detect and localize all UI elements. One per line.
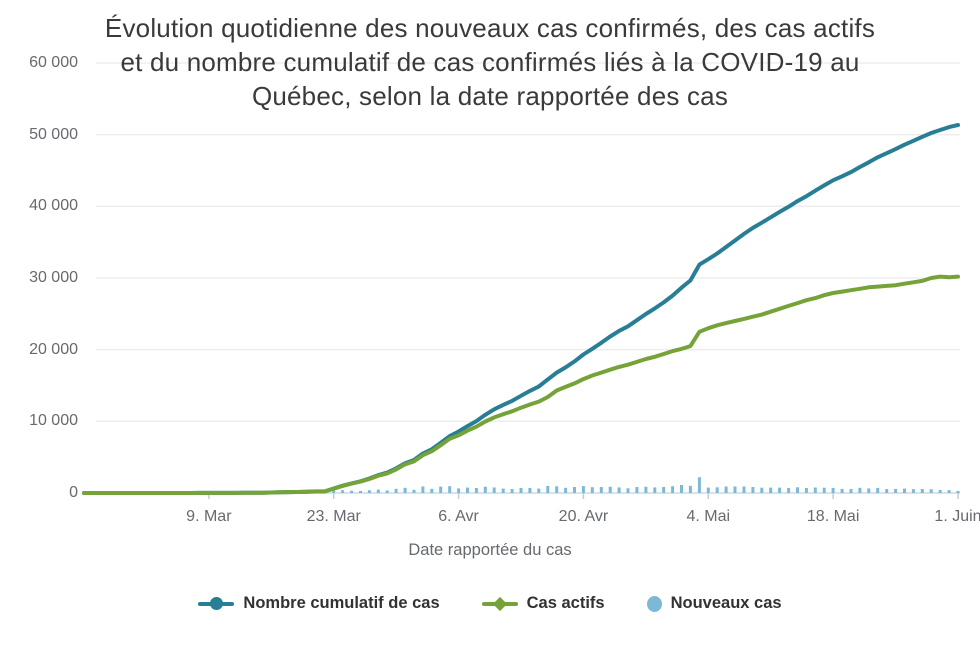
x-axis-label: 20. Avr <box>558 508 609 525</box>
legend-circle-icon <box>209 597 223 610</box>
y-axis-label: 60 000 <box>29 54 78 71</box>
legend-label: Cas actifs <box>526 594 605 612</box>
legend-item-circle[interactable]: Nombre cumulatif de cas <box>198 594 440 613</box>
x-axis-title: Date rapportée du cas <box>408 541 572 559</box>
y-axis-label: 0 <box>69 484 78 501</box>
y-axis-label: 30 000 <box>29 269 78 286</box>
x-axis-label: 18. Mai <box>806 508 860 525</box>
legend-diamond-icon <box>492 596 507 611</box>
y-axis-label: 50 000 <box>29 125 78 143</box>
x-axis-label: 23. Mar <box>306 508 361 525</box>
chart-title-line-1: Évolution quotidienne des nouveaux cas c… <box>104 13 876 43</box>
circle-line-marker-icon <box>198 596 235 612</box>
chart-canvas[interactable] <box>0 0 980 580</box>
legend-item-diamond[interactable]: Cas actifs <box>481 594 605 613</box>
x-axis-label: 6. Avr <box>438 508 479 525</box>
x-axis-label: 1. Juin <box>934 508 980 525</box>
legend-label: Nombre cumulatif de cas <box>243 594 440 612</box>
diamond-line-marker-icon <box>481 596 518 612</box>
x-axis-label: 4. Mai <box>686 508 731 525</box>
chart-title-line-3: Québec, selon la date rapportée des cas <box>251 81 729 111</box>
chart-title: Évolution quotidienne des nouveaux cas c… <box>0 11 980 113</box>
legend-label: Nouveaux cas <box>670 594 782 612</box>
new-cases-marker-icon <box>646 595 662 612</box>
y-axis-label: 10 000 <box>29 412 78 430</box>
y-axis-label: 40 000 <box>29 197 78 215</box>
x-axis-label: 9. Mar <box>186 508 232 525</box>
legend: Nombre cumulatif de cas Cas actifs Nouveau… <box>0 594 980 613</box>
chart-title-line-2: et du nombre cumulatif de cas confirmés … <box>120 47 860 77</box>
legend-item-big-circle[interactable]: Nouveaux cas <box>646 594 782 613</box>
y-axis-label: 20 000 <box>29 340 78 358</box>
